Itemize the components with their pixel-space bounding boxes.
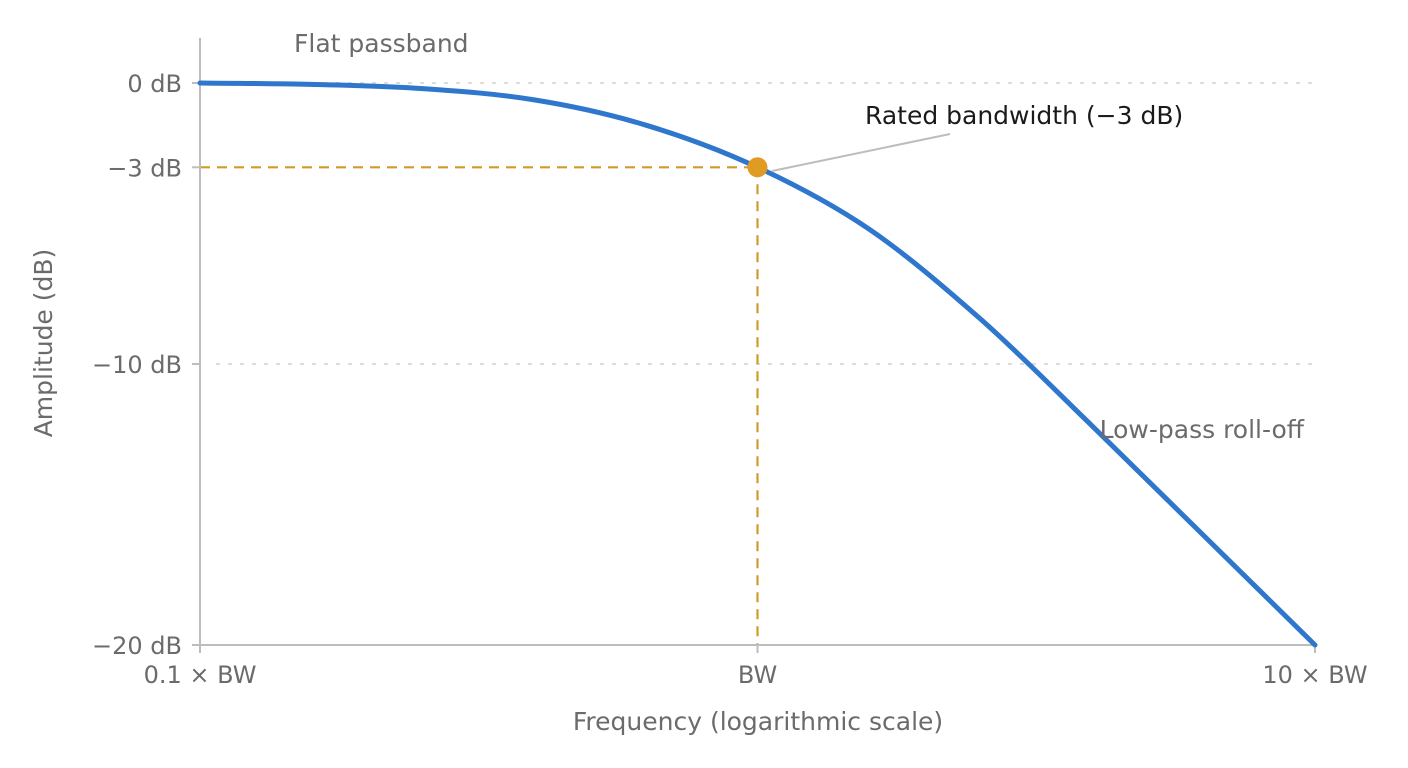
y-axis-label: Amplitude (dB) [29, 249, 58, 438]
y-tick-label: −10 dB [92, 351, 182, 379]
x-tick-label: 10 × BW [1262, 661, 1367, 689]
text-layer: Frequency (logarithmic scale) Amplitude … [29, 70, 1368, 736]
x-tick-label: BW [738, 661, 777, 689]
curve-layer [197, 80, 1318, 648]
frequency-response-curve [197, 80, 1318, 648]
y-tick-label: 0 dB [127, 70, 182, 98]
x-tick-label: 0.1 × BW [144, 661, 257, 689]
y-tick-label: −20 dB [92, 632, 182, 660]
bandwidth-leader-line [771, 133, 951, 172]
grid-layer [216, 82, 1315, 365]
x-axis-label: Frequency (logarithmic scale) [573, 707, 943, 736]
axes-layer [192, 38, 1316, 653]
guide-layer [200, 166, 759, 645]
bandwidth-marker-point [747, 157, 768, 178]
passband-annotation: Flat passband [294, 29, 469, 58]
y-tick-label: −3 dB [107, 154, 182, 182]
rolloff-annotation: Low-pass roll-off [1100, 415, 1305, 444]
annotation-layer: Flat passband Rated bandwidth (−3 dB) [294, 29, 1183, 172]
bandwidth-annotation: Rated bandwidth (−3 dB) [865, 101, 1183, 130]
marker-layer [747, 157, 768, 178]
